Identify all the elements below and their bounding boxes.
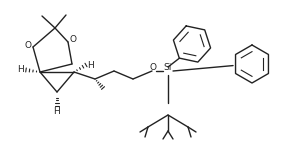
Text: H: H	[18, 66, 24, 75]
Text: O: O	[150, 62, 157, 72]
Text: H: H	[88, 61, 94, 69]
Text: Si: Si	[164, 62, 172, 72]
Text: H: H	[54, 107, 60, 115]
Text: O: O	[24, 41, 31, 51]
Text: O: O	[70, 35, 77, 45]
